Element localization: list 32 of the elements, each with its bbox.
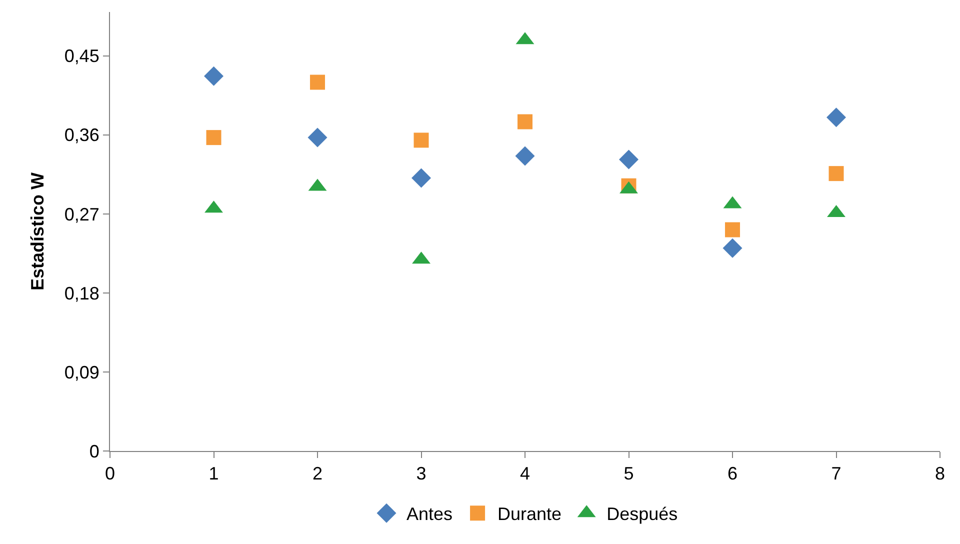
x-tick-label: 6 xyxy=(727,464,738,484)
y-axis-title: Estadístico W xyxy=(28,172,48,291)
y-tick-label: 0,27 xyxy=(64,204,100,224)
x-tick-label: 5 xyxy=(624,464,634,484)
legend-label: Después xyxy=(606,504,678,524)
point xyxy=(206,130,222,146)
point xyxy=(619,150,638,170)
y-tick-label: 0 xyxy=(89,441,100,462)
x-tick-label: 0 xyxy=(104,464,116,484)
point xyxy=(826,108,846,128)
legend-label: Durante xyxy=(498,504,562,524)
y-tick-label: 0,09 xyxy=(64,362,100,382)
x-tick-label: 4 xyxy=(520,464,530,484)
point xyxy=(414,132,429,148)
legend-label: Antes xyxy=(406,504,453,524)
point xyxy=(722,238,742,258)
point xyxy=(828,166,844,182)
x-tick-label: 7 xyxy=(831,464,842,484)
point xyxy=(725,222,740,238)
point xyxy=(310,74,325,90)
y-tick-label: 0,45 xyxy=(64,46,100,66)
x-tick-label: 1 xyxy=(208,464,219,484)
x-tick-label: 3 xyxy=(416,464,426,484)
point xyxy=(308,128,328,148)
y-tick-label: 0,36 xyxy=(64,125,100,146)
point xyxy=(518,114,532,130)
x-tick-label: 8 xyxy=(934,464,946,484)
x-tick-label: 2 xyxy=(312,464,323,484)
point xyxy=(204,66,224,86)
point xyxy=(515,146,535,166)
y-tick-label: 0,18 xyxy=(64,283,100,304)
point xyxy=(412,168,431,188)
